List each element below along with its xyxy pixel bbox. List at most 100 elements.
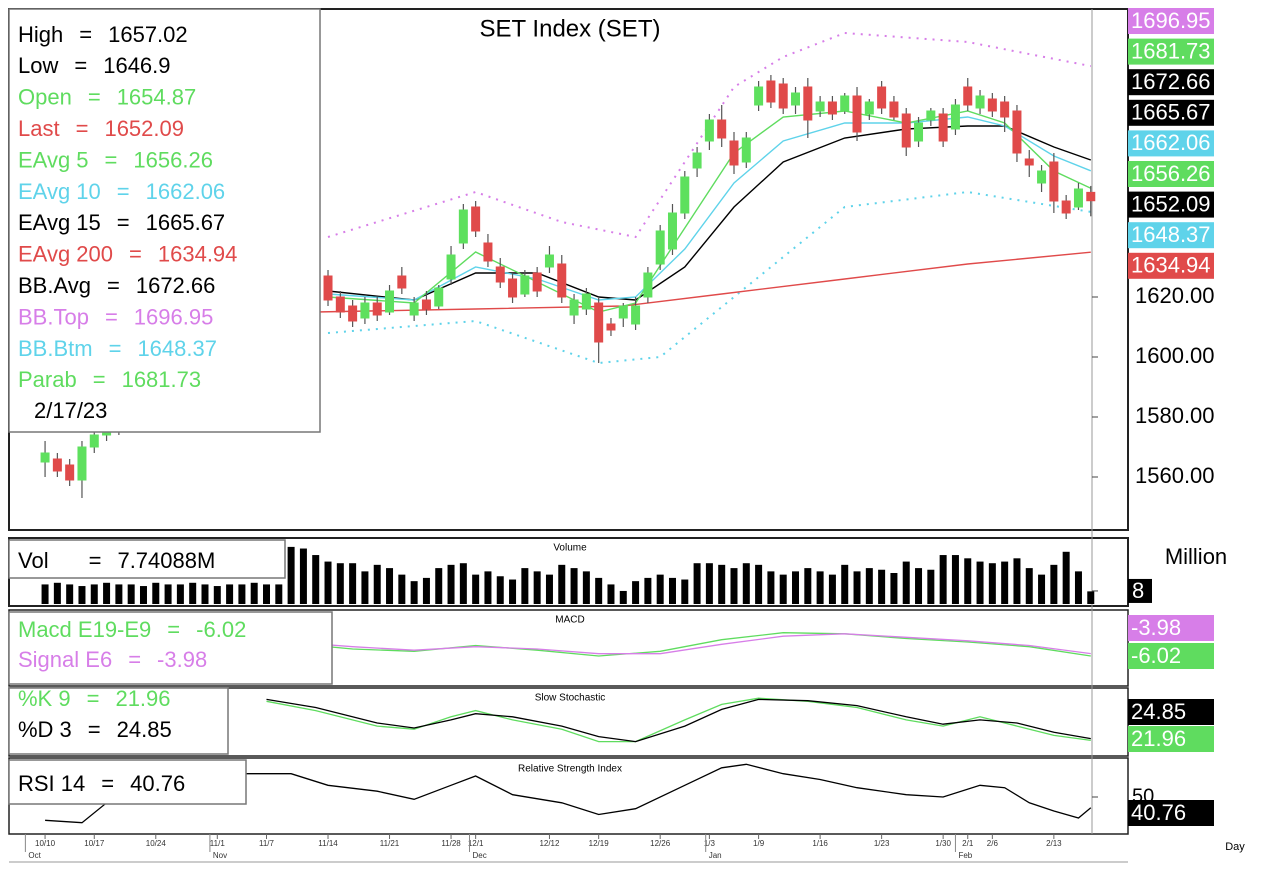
legend-name: EAvg 200 (18, 242, 113, 267)
value-tag (1128, 578, 1152, 603)
legend-separator: = (74, 53, 87, 78)
legend-separator: = (105, 304, 118, 329)
legend-separator: = (129, 242, 142, 267)
volume-bar (226, 584, 234, 604)
volume-bar (201, 584, 209, 604)
legend-value: 1652.09 (104, 116, 184, 141)
candle-body (704, 119, 714, 142)
panel-title: Relative Strength Index (518, 764, 622, 775)
legend-value: 40.76 (130, 771, 185, 796)
volume-bar (103, 582, 111, 604)
legend-separator: = (79, 22, 92, 47)
legend-name: EAvg 15 (18, 210, 101, 235)
legend-separator: = (76, 116, 89, 141)
month-label: Feb (958, 851, 972, 860)
volume-bar (705, 563, 713, 604)
value-tag (1128, 643, 1214, 669)
volume-bar (570, 568, 578, 604)
legend-value: -3.98 (157, 647, 207, 672)
candle-body (815, 101, 825, 112)
volume-bar (496, 576, 504, 604)
value-tag (1128, 222, 1214, 249)
value-tag-label: -6.02 (1131, 643, 1181, 668)
legend-separator: = (128, 647, 141, 672)
candle-body (778, 83, 788, 109)
value-tag-label: 1656.26 (1131, 161, 1211, 186)
value-tag (1128, 38, 1214, 65)
indicator-line (291, 632, 1091, 657)
candle-body (741, 137, 751, 163)
volume-bar (828, 574, 836, 604)
x-tick-label: 10/17 (84, 839, 105, 848)
month-label: Nov (213, 851, 227, 860)
value-tag-label: 21.96 (1131, 726, 1186, 751)
candle-body (692, 152, 702, 169)
volume-bar (349, 563, 357, 604)
legend-separator: = (167, 617, 180, 642)
volume-bar (312, 555, 320, 604)
volume-bar (1025, 568, 1033, 604)
candle-body (864, 101, 874, 115)
candle-body (77, 446, 87, 481)
volume-bar (1001, 561, 1009, 604)
volume-bar (976, 561, 984, 604)
x-tick-label: 2/6 (987, 839, 999, 848)
candle-body (483, 242, 493, 262)
candle-body (729, 140, 739, 166)
legend-name: BB.Btm (18, 336, 93, 361)
y-tick-label: 1560.00 (1135, 463, 1215, 488)
volume-bar (607, 584, 615, 604)
volume-bar (164, 584, 172, 604)
value-tag-label: 1681.73 (1131, 38, 1211, 63)
volume-bar (878, 569, 886, 604)
candle-body (852, 95, 862, 133)
candle-body (409, 302, 419, 316)
y-tick-label: 1580.00 (1135, 403, 1215, 428)
legend-value: 7.74088M (117, 548, 215, 573)
legend-value: 1681.73 (122, 367, 202, 392)
volume-bar (250, 582, 258, 604)
candle-body (335, 296, 345, 313)
volume-bar (767, 571, 775, 604)
volume-bar (742, 563, 750, 604)
legend-name: Signal E6 (18, 647, 112, 672)
volume-bar (718, 564, 726, 604)
volume-bar (176, 584, 184, 604)
volume-bar (1013, 558, 1021, 604)
candle-body (655, 230, 665, 265)
value-tag-label: 1696.95 (1131, 8, 1211, 33)
candle-body (840, 95, 850, 112)
legend-separator: = (88, 85, 101, 110)
candle-body (914, 122, 924, 142)
legend-name: Last (18, 116, 60, 141)
legend-name: BB.Top (18, 304, 89, 329)
legend-value: 21.96 (115, 686, 170, 711)
candle-body (532, 272, 542, 292)
candle-body (52, 458, 62, 472)
volume-bar (668, 577, 676, 604)
month-label: Dec (472, 851, 486, 860)
value-tag-label: 1652.09 (1131, 191, 1211, 216)
candle-body (926, 110, 936, 121)
candle-body (901, 113, 911, 148)
candle-body (557, 263, 567, 298)
candle-body (594, 302, 604, 343)
volume-bar (545, 574, 553, 604)
legend-value: 1656.26 (133, 147, 213, 172)
legend-separator: = (107, 273, 120, 298)
value-tag (1128, 615, 1214, 641)
x-tick-label: 12/19 (589, 839, 610, 848)
candle-body (348, 305, 358, 322)
volume-bar (804, 568, 812, 604)
volume-bar (373, 564, 381, 604)
volume-bar (939, 555, 947, 604)
legend-box (8, 611, 333, 685)
candle-body (680, 176, 690, 214)
volume-bar (656, 574, 664, 604)
legend-name: High (18, 22, 63, 47)
candle-body (495, 266, 505, 283)
candle-body (1061, 200, 1071, 214)
volume-bar (890, 573, 898, 604)
volume-bar (78, 586, 86, 604)
